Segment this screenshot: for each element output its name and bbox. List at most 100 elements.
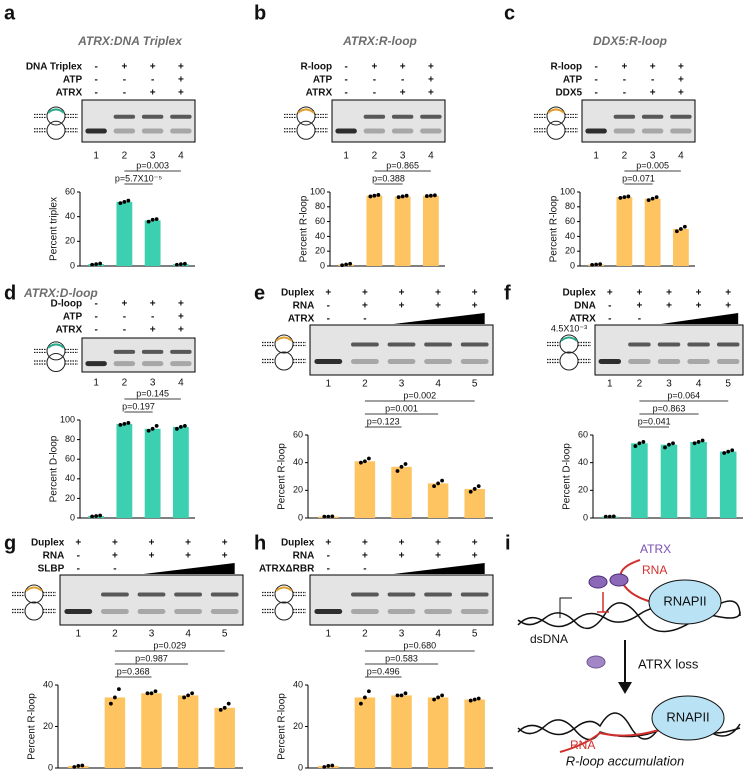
dna-bubble bbox=[24, 601, 44, 621]
lane-number: 3 bbox=[650, 151, 656, 162]
data-point bbox=[594, 262, 599, 267]
condition-mark: + bbox=[725, 301, 731, 312]
condition-mark: - bbox=[401, 75, 404, 86]
data-point bbox=[472, 487, 477, 491]
bar bbox=[366, 195, 383, 266]
condition-mark: - bbox=[373, 88, 376, 99]
data-point bbox=[348, 261, 353, 266]
gel-band bbox=[363, 128, 386, 134]
condition-mark: + bbox=[650, 62, 656, 73]
data-point bbox=[146, 219, 151, 224]
gel-band bbox=[85, 128, 107, 134]
lane-number: 2 bbox=[622, 151, 628, 162]
rna-strand bbox=[559, 727, 666, 753]
condition-mark: + bbox=[428, 75, 434, 86]
dna-bubble bbox=[296, 120, 316, 140]
condition-mark: - bbox=[594, 62, 597, 73]
data-point bbox=[174, 262, 179, 267]
condition-mark: - bbox=[94, 312, 97, 323]
rnapii bbox=[651, 695, 725, 741]
dna-bubble bbox=[46, 106, 66, 126]
data-point bbox=[367, 456, 371, 461]
panel-letter: f bbox=[504, 282, 511, 304]
gel-band bbox=[137, 592, 166, 597]
data-point bbox=[696, 440, 701, 444]
data-point bbox=[122, 199, 127, 204]
bar bbox=[644, 198, 661, 266]
lane-number: 5 bbox=[725, 379, 731, 390]
data-point bbox=[403, 462, 408, 466]
panel-title: ATRX:R-loop bbox=[342, 34, 417, 48]
atrx-protein bbox=[609, 573, 629, 587]
gel bbox=[309, 324, 494, 376]
data-point bbox=[395, 469, 400, 473]
gel-band bbox=[350, 609, 379, 614]
bar bbox=[354, 461, 376, 518]
hybrid-strand bbox=[297, 108, 315, 114]
bar bbox=[672, 229, 689, 266]
condition-mark: - bbox=[363, 314, 366, 325]
y-tick-label: 100 bbox=[310, 186, 325, 196]
p-value: p=0.680 bbox=[403, 640, 436, 650]
data-point bbox=[226, 701, 231, 706]
label: RNA bbox=[642, 563, 667, 577]
data-point bbox=[178, 262, 183, 267]
y-tick-label: 20 bbox=[293, 485, 303, 495]
data-point bbox=[603, 514, 608, 519]
lane-number: 1 bbox=[93, 378, 99, 389]
data-point bbox=[476, 484, 481, 489]
bar bbox=[116, 423, 133, 518]
gel-band bbox=[641, 128, 664, 134]
condition-mark: + bbox=[121, 62, 127, 73]
gel bbox=[59, 574, 244, 626]
condition-mark: + bbox=[149, 551, 155, 562]
p-value: p=0.064 bbox=[667, 390, 700, 400]
data-point bbox=[182, 695, 187, 700]
p-value: p=0.123 bbox=[367, 416, 400, 426]
condition-mark: + bbox=[150, 325, 156, 336]
dna-bubble bbox=[274, 334, 294, 354]
condition-mark: + bbox=[472, 301, 478, 312]
condition-mark: + bbox=[150, 88, 156, 99]
condition-mark: - bbox=[77, 551, 80, 562]
condition-mark: - bbox=[151, 75, 154, 86]
gel-band bbox=[174, 609, 203, 614]
data-point bbox=[90, 262, 95, 267]
gel-band bbox=[420, 114, 442, 119]
data-point bbox=[692, 441, 697, 446]
condition-label: RNA bbox=[293, 301, 315, 312]
condition-mark: + bbox=[150, 62, 156, 73]
lane-number: 3 bbox=[149, 629, 155, 640]
dna-bubble bbox=[296, 106, 316, 126]
gel-band bbox=[350, 342, 379, 347]
concentration-wedge bbox=[661, 313, 739, 324]
data-point bbox=[109, 701, 113, 706]
gel-band bbox=[598, 359, 622, 364]
gel-band bbox=[670, 128, 692, 134]
y-tick-label: 40 bbox=[565, 231, 575, 241]
y-tick-label: 40 bbox=[293, 457, 303, 467]
bar bbox=[391, 695, 412, 768]
data-point bbox=[436, 481, 440, 486]
condition-mark: + bbox=[362, 301, 368, 312]
label: R-loop accumulation bbox=[566, 753, 685, 768]
condition-mark: - bbox=[94, 299, 97, 310]
condition-mark: + bbox=[178, 88, 184, 99]
y-tick-label: 40 bbox=[578, 457, 588, 467]
data-point bbox=[674, 229, 679, 234]
data-point bbox=[730, 448, 735, 453]
y-tick-label: 80 bbox=[65, 434, 75, 444]
condition-mark: - bbox=[594, 75, 597, 86]
p-value: p=0.865 bbox=[386, 160, 419, 170]
gel-band bbox=[141, 349, 164, 354]
data-point bbox=[399, 693, 404, 698]
data-point bbox=[326, 514, 331, 519]
data-point bbox=[626, 194, 631, 199]
condition-label: RNA bbox=[293, 551, 315, 562]
condition-mark: + bbox=[472, 288, 478, 299]
condition-mark: + bbox=[399, 301, 405, 312]
gel-band bbox=[141, 361, 164, 367]
data-point bbox=[126, 421, 131, 425]
gel-band bbox=[387, 342, 416, 347]
condition-mark: + bbox=[150, 299, 156, 310]
